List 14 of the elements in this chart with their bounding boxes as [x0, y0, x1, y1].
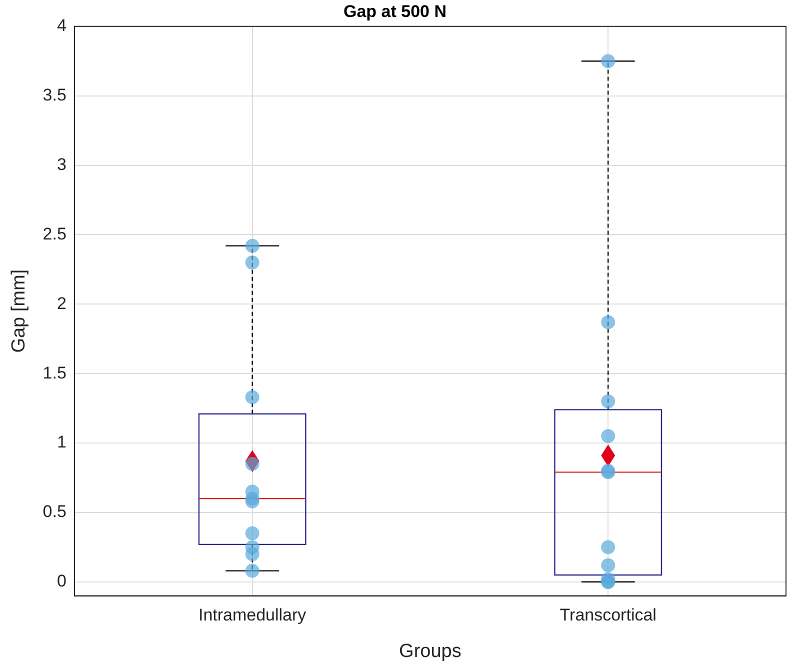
- y-tick-label: 4: [56, 16, 66, 36]
- chart-title: Gap at 500 N: [344, 2, 446, 21]
- x-axis-title: Groups: [399, 640, 462, 662]
- y-tick-label: 3: [56, 154, 66, 174]
- x-tick-label: Transcortical: [560, 606, 656, 625]
- y-tick-label: 3.5: [42, 86, 66, 105]
- y-tick-label: 2: [56, 294, 66, 313]
- y-tick-label: 1.5: [42, 363, 66, 382]
- y-tick-label: 1: [56, 432, 66, 452]
- y-axis-title: Gap [mm]: [8, 269, 30, 353]
- x-tick-label: Intramedullary: [198, 606, 307, 625]
- y-tick-label: 2.5: [42, 224, 66, 244]
- y-tick-label: 0.5: [42, 502, 66, 522]
- y-tick-label: 0: [56, 572, 66, 591]
